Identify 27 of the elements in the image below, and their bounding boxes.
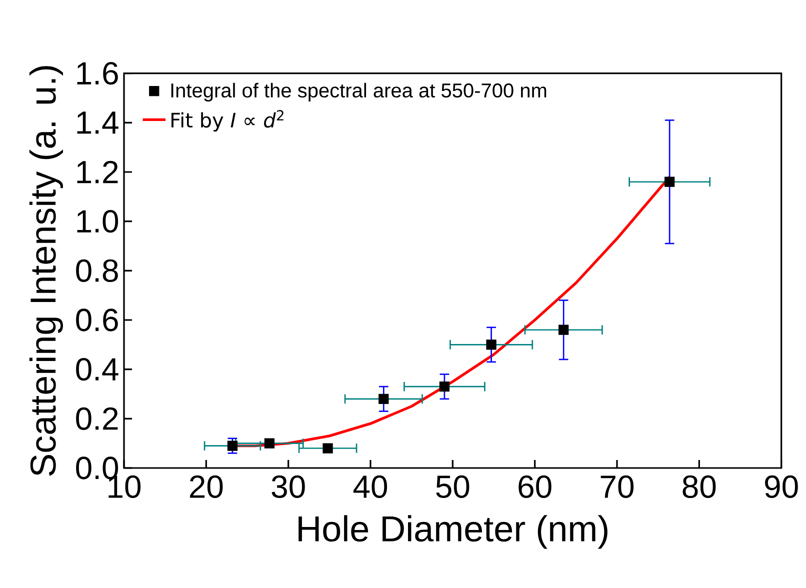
y-tick-label: 0.4	[76, 358, 118, 381]
x-tick-label: 60	[518, 475, 552, 498]
y-tick-label: 0.6	[76, 308, 118, 332]
x-tick-label: 70	[600, 475, 634, 498]
x-tick-label: 90	[765, 475, 798, 498]
y-tick-label: 1.2	[77, 160, 118, 184]
point	[439, 382, 450, 392]
x-tick-label: 20	[190, 475, 223, 498]
point	[664, 176, 675, 187]
x-tick-label: 50	[436, 475, 470, 498]
y-tick-label: 1.6	[77, 62, 118, 85]
y-tick-label: 0.8	[76, 259, 118, 282]
x-axis-title: Hole Diameter (nm)	[298, 515, 608, 549]
x-tick-label: 40	[353, 475, 388, 498]
legend-label: Fit by I ∝ d$^{2}$	[171, 110, 284, 132]
y-tick-label: 0.2	[76, 407, 118, 430]
y-tick-label: 1.4	[77, 112, 118, 134]
point	[378, 394, 389, 404]
y-tick-label: 1.0	[77, 210, 118, 233]
x-tick-label: 80	[682, 475, 716, 498]
point	[486, 340, 496, 350]
point	[558, 324, 569, 335]
y-axis-title: Scattering Intensity (a. u.)	[29, 66, 63, 476]
point	[227, 440, 238, 451]
legend-label: Integral of the spectral area at 550-700 nm	[171, 82, 546, 102]
point	[264, 438, 275, 448]
x-tick-label: 30	[272, 475, 305, 498]
